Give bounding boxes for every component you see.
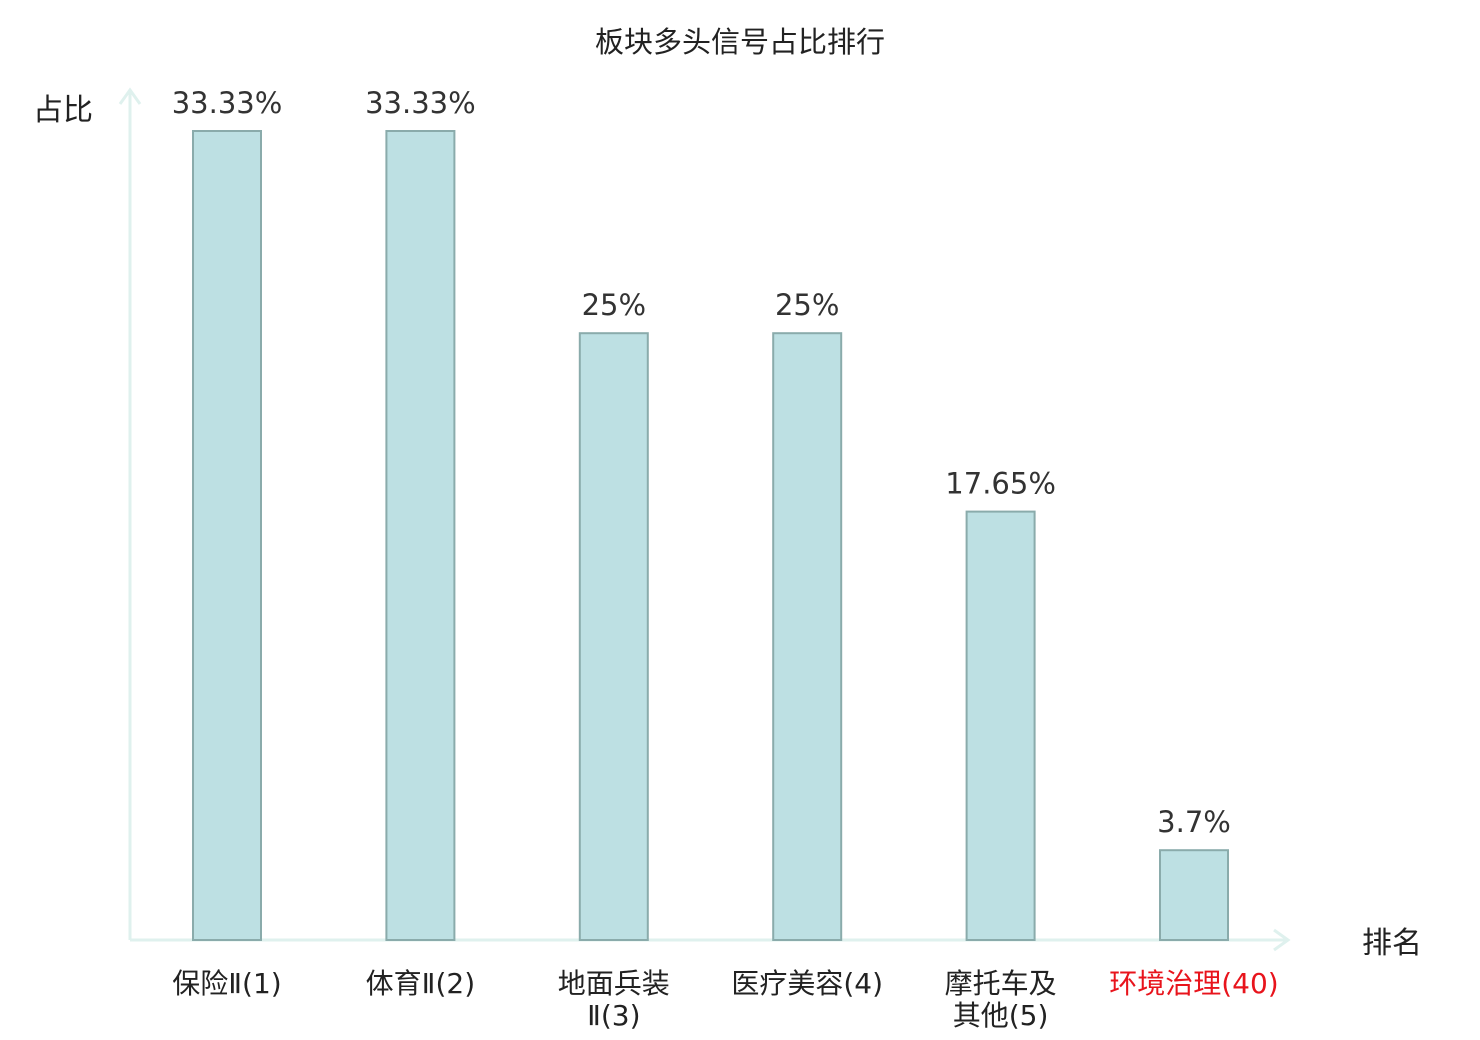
x-axis-arrow [1273,928,1291,952]
bar-3 [578,332,649,941]
bar-2 [385,130,456,941]
bar-4 [772,332,843,941]
category-label-3-line-1: 地面兵装 [558,967,670,1000]
category-label-5-line-1: 摩托车及 [945,967,1057,1000]
category-label-6: 环境治理(40) [1109,967,1278,1000]
bar-5 [965,510,1036,941]
x-axis-label: 排名 [1362,926,1422,961]
axes [118,87,1291,952]
category-label-5-line-2: 其他(5) [953,999,1049,1032]
category-label-4: 医疗美容(4) [731,967,883,1000]
value-label-1: 33.33% [172,86,283,120]
y-axis-arrow [118,87,142,105]
category-label-2: 体育Ⅱ(2) [366,967,475,1000]
bars-group [192,130,1229,942]
chart-title: 板块多头信号占比排行 [595,25,885,59]
value-labels-group: 33.33% 33.33% 25% 25% 17.65% 3.7% [172,86,1231,839]
value-label-6: 3.7% [1157,805,1231,839]
category-label-1: 保险Ⅱ(1) [172,967,281,1000]
category-label-3-line-2: Ⅱ(3) [587,999,640,1032]
value-label-4: 25% [775,288,839,322]
y-axis-label: 占比 [33,93,93,128]
value-label-3: 25% [582,288,646,322]
value-label-5: 17.65% [945,467,1056,501]
bar-1 [192,130,262,941]
bar-6 [1159,849,1229,942]
value-label-2: 33.33% [365,86,476,120]
